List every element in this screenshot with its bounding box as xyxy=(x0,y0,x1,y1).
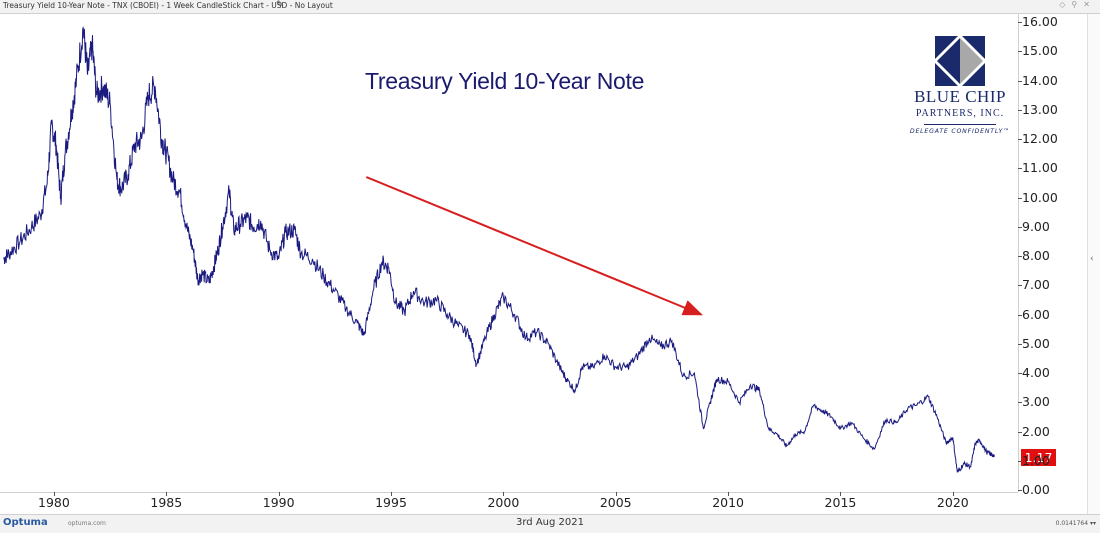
chart-header-title: Treasury Yield 10-Year Note - TNX (CBOEI… xyxy=(3,1,333,10)
x-tick-label: 2010 xyxy=(712,495,744,510)
y-tick-mark xyxy=(1018,256,1022,257)
y-tick-mark xyxy=(1018,343,1022,345)
y-tick-label: 3.00 xyxy=(1022,394,1050,410)
y-tick-label: 7.00 xyxy=(1022,277,1050,293)
x-tick-label: 2005 xyxy=(599,495,632,510)
x-tick-mark xyxy=(728,492,730,496)
plot-area[interactable] xyxy=(0,14,1019,492)
footer-bar: Optuma optuma.com 3rd Aug 2021 0.0141764… xyxy=(0,514,1100,533)
y-tick-mark xyxy=(1018,80,1022,82)
last-data-point xyxy=(991,454,995,458)
y-tick-label: 9.00 xyxy=(1022,218,1050,234)
y-tick-label: 11.00 xyxy=(1022,160,1058,176)
y-tick-mark xyxy=(1018,197,1022,199)
optuma-logo: Optuma xyxy=(3,517,48,528)
brand-name-line2: PARTNERS, INC. xyxy=(915,108,1005,119)
x-tick-mark xyxy=(952,492,954,496)
x-tick-mark xyxy=(840,492,842,496)
x-tick-label: 1985 xyxy=(150,495,183,510)
x-tick-label: 2000 xyxy=(487,495,520,510)
last-price-badge: 1.17 xyxy=(1021,449,1056,466)
y-tick-mark xyxy=(1018,51,1022,53)
pencil-icon[interactable]: ✎ xyxy=(276,0,284,10)
y-tick-label: 5.00 xyxy=(1022,335,1050,351)
y-tick-mark xyxy=(1018,431,1022,433)
top-toolbar: Treasury Yield 10-Year Note - TNX (CBOEI… xyxy=(0,0,1100,14)
logo-mark xyxy=(933,34,987,88)
y-tick-label: 1.00 xyxy=(1022,452,1050,468)
y-tick-mark xyxy=(1018,285,1022,287)
y-tick-mark xyxy=(1018,402,1022,404)
chart-title: Treasury Yield 10-Year Note xyxy=(365,68,645,94)
x-tick-label: 1990 xyxy=(262,495,295,510)
brand-divider xyxy=(924,124,996,125)
y-tick-mark xyxy=(1018,490,1022,491)
y-tick-label: 12.00 xyxy=(1022,131,1058,146)
collapse-panel-icon[interactable]: ‹ xyxy=(1090,254,1094,264)
y-tick-label: 10.00 xyxy=(1022,189,1058,205)
y-tick-mark xyxy=(1018,139,1022,140)
x-tick-mark xyxy=(53,492,55,496)
y-tick-mark xyxy=(1018,226,1022,228)
x-tick-label: 2020 xyxy=(936,495,969,510)
brand-tagline: DELEGATE CONFIDENTLY™ xyxy=(909,128,1011,135)
optuma-url: optuma.com xyxy=(68,520,106,527)
y-tick-label: 0.00 xyxy=(1022,482,1050,497)
x-tick-mark xyxy=(391,492,393,496)
y-tick-mark xyxy=(1018,22,1022,23)
scale-readout: 0.0141764 ▾▾ xyxy=(1055,520,1096,527)
x-tick-label: 1995 xyxy=(375,495,407,510)
downtrend-arrow xyxy=(365,176,703,316)
chart-date: 3rd Aug 2021 xyxy=(516,517,584,528)
y-tick-label: 16.00 xyxy=(1022,14,1058,29)
y-tick-mark xyxy=(1018,373,1022,374)
y-tick-label: 15.00 xyxy=(1022,43,1058,59)
y-tick-mark xyxy=(1018,168,1022,170)
right-panel-strip: ‹ xyxy=(1087,14,1100,514)
y-tick-label: 6.00 xyxy=(1022,306,1050,322)
x-tick-mark xyxy=(278,492,280,496)
x-tick-label: 1980 xyxy=(38,495,70,510)
x-tick-label: 2015 xyxy=(824,495,857,510)
toolbar-window-icons[interactable]: ◇⚲✕ xyxy=(1059,0,1096,9)
y-tick-label: 4.00 xyxy=(1022,365,1050,380)
x-tick-mark xyxy=(503,492,505,496)
y-tick-mark xyxy=(1018,460,1022,462)
x-tick-mark xyxy=(615,492,617,496)
blue-chip-partners-logo: BLUE CHIP PARTNERS, INC. DELEGATE CONFID… xyxy=(902,32,1018,144)
y-tick-label: 2.00 xyxy=(1022,423,1050,439)
y-tick-label: 13.00 xyxy=(1022,101,1058,117)
brand-name-line1: BLUE CHIP xyxy=(914,87,1006,106)
y-tick-mark xyxy=(1018,314,1022,316)
y-tick-label: 14.00 xyxy=(1022,72,1058,88)
y-tick-mark xyxy=(1018,109,1022,111)
x-axis-line xyxy=(0,492,1018,493)
yield-series-line xyxy=(3,26,994,473)
y-tick-label: 8.00 xyxy=(1022,248,1050,263)
x-tick-mark xyxy=(166,492,168,496)
